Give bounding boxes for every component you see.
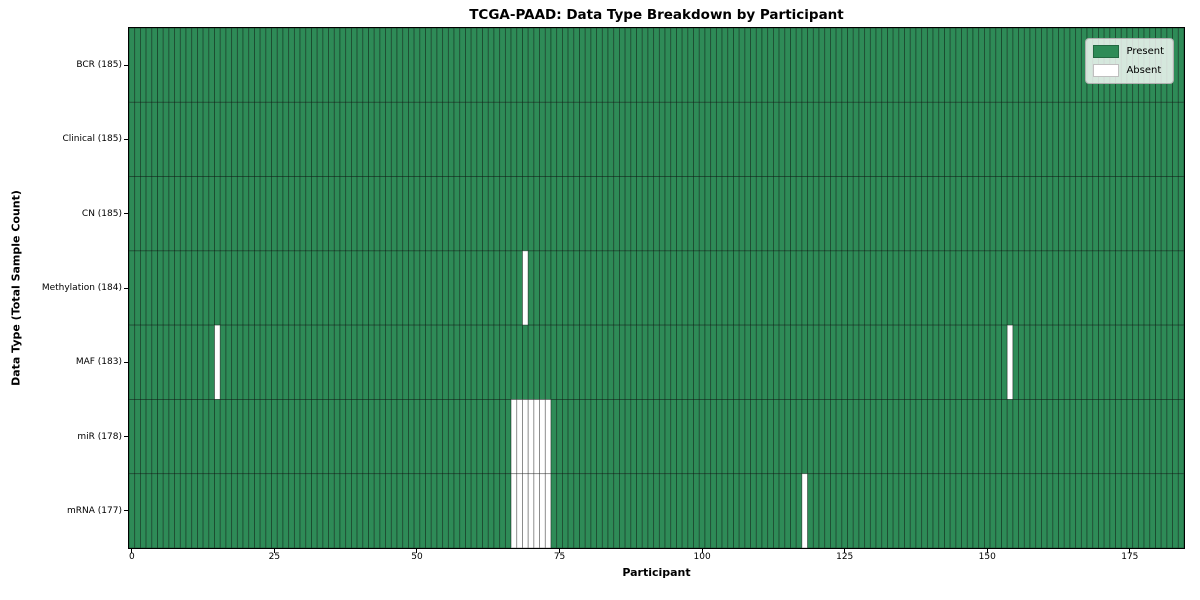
plot-area <box>128 27 1185 549</box>
y-tick-label: miR (178) <box>77 431 122 442</box>
y-tick-mark <box>123 213 128 215</box>
y-tick-mark <box>123 436 128 438</box>
legend: Present Absent <box>1085 38 1174 84</box>
x-tick-mark <box>559 549 561 553</box>
legend-swatch-present <box>1093 45 1120 58</box>
legend-item-present: Present <box>1093 45 1164 58</box>
x-tick-mark <box>986 549 988 553</box>
row-MAF <box>129 324 1184 400</box>
y-tick-mark <box>123 138 128 140</box>
y-tick-label: CN (185) <box>81 208 122 219</box>
row-mRNA <box>129 473 1184 548</box>
y-tick-label: Clinical (185) <box>62 134 122 145</box>
row-miR <box>129 399 1184 475</box>
x-tick-label: 175 <box>1121 552 1139 562</box>
x-tick-label: 50 <box>411 552 423 562</box>
row-Methylation <box>129 250 1184 326</box>
x-tick-mark <box>1129 549 1131 553</box>
row-CN <box>129 176 1184 252</box>
y-tick-mark <box>123 287 128 289</box>
legend-label: Absent <box>1126 65 1162 76</box>
x-axis-label: Participant <box>622 566 691 579</box>
x-tick-mark <box>701 549 703 553</box>
row-Clinical <box>129 101 1184 177</box>
y-tick-label: BCR (185) <box>76 60 122 71</box>
x-tick-mark <box>844 549 846 553</box>
y-tick-label: mRNA (177) <box>67 505 122 516</box>
x-tick-label: 25 <box>268 552 281 562</box>
legend-items: Present Absent <box>1093 45 1164 77</box>
y-tick-label: Methylation (184) <box>41 283 122 293</box>
chart-title: TCGA-PAAD: Data Type Breakdown by Partic… <box>469 7 844 23</box>
x-tick-label: 75 <box>553 552 566 562</box>
x-tick-label: 0 <box>128 552 135 562</box>
y-tick-mark <box>123 510 128 512</box>
y-tick-label: MAF (183) <box>75 357 122 368</box>
y-tick-mark <box>123 361 128 363</box>
x-tick-mark <box>273 549 275 553</box>
x-tick-mark <box>416 549 418 553</box>
x-tick-label: 100 <box>693 552 711 562</box>
y-tick-mark <box>123 64 128 66</box>
legend-swatch-absent <box>1093 64 1120 77</box>
row-BCR <box>129 28 1184 103</box>
bars-canvas <box>129 28 1184 548</box>
x-tick-label: 125 <box>836 552 854 562</box>
legend-item-absent: Absent <box>1093 64 1164 77</box>
x-tick-label: 150 <box>978 552 996 562</box>
legend-label: Present <box>1126 46 1164 57</box>
x-tick-mark <box>131 549 133 553</box>
